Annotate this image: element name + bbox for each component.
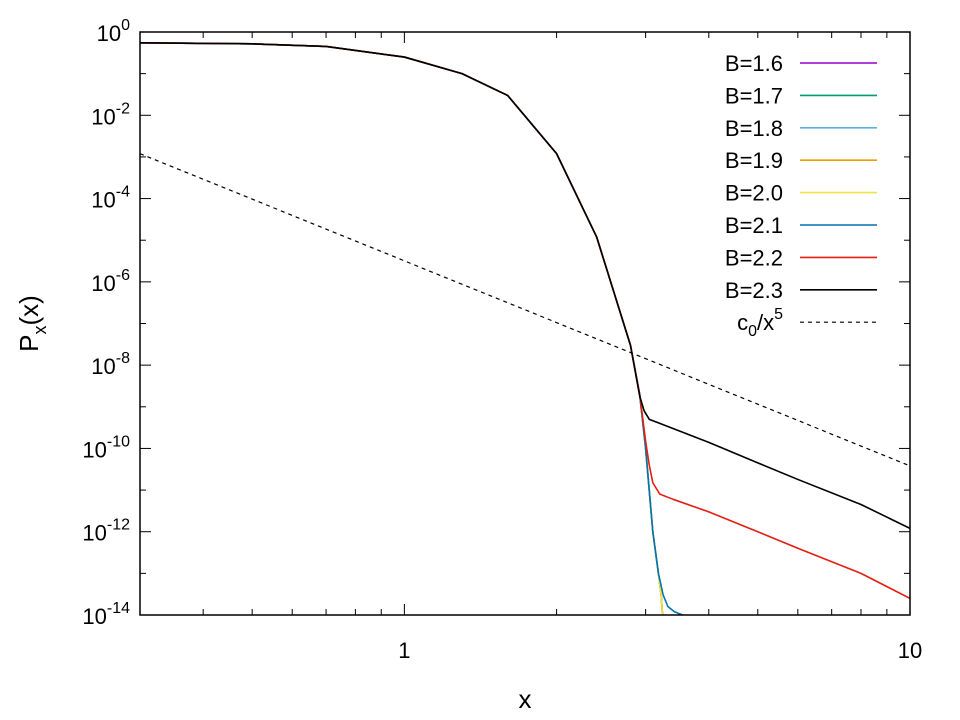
x-tick-label: 1 <box>398 638 410 663</box>
series-line-7 <box>140 42 910 530</box>
series-line-5 <box>140 42 683 615</box>
legend-entry-4: B=2.0 <box>725 181 877 206</box>
y-tick-label: 10-6 <box>91 267 130 296</box>
plot-lines <box>140 42 910 615</box>
y-axis-label-rest: (x) <box>14 295 44 325</box>
x-axis-label: x <box>519 684 532 714</box>
legend-label: B=1.8 <box>725 116 783 141</box>
y-tick-label: 10-2 <box>91 100 130 129</box>
legend-entry-6: B=2.2 <box>725 245 877 270</box>
legend: B=1.6 B=1.7 B=1.8 B=1.9 B=2.0 B=2.1 B=2.2 B=2.3… <box>725 51 877 340</box>
legend-entry-7: B=2.3 <box>725 278 877 303</box>
series-line-6 <box>140 42 910 600</box>
y-tick-label: 10-14 <box>82 600 130 629</box>
y-tick-label: 100 <box>97 17 130 46</box>
y-axis-label-sub: x <box>30 325 50 334</box>
legend-entry-0: B=1.6 <box>725 51 877 76</box>
legend-label: B=1.9 <box>725 148 783 173</box>
y-axis-ticks: 100 10-2 10-4 10-6 10-8 10-10 10-12 10-14 <box>82 17 910 629</box>
series-line-2 <box>140 42 664 615</box>
x-tick-label: 10 <box>898 638 922 663</box>
legend-entry-3: B=1.9 <box>725 148 877 173</box>
series-line-0 <box>140 42 664 615</box>
legend-label: B=1.7 <box>725 83 783 108</box>
y-tick-label: 10-4 <box>91 184 130 213</box>
series-line-1 <box>140 42 664 615</box>
legend-label: c0/x5 <box>737 306 783 340</box>
legend-label: B=2.3 <box>725 278 783 303</box>
legend-label: B=1.6 <box>725 51 783 76</box>
x-axis-ticks: 1 10 <box>139 32 922 663</box>
legend-entry-2: B=1.8 <box>725 116 877 141</box>
y-axis-label: Px(x) <box>14 295 50 352</box>
legend-label: B=2.0 <box>725 181 783 206</box>
legend-entry-1: B=1.7 <box>725 83 877 108</box>
y-tick-label: 10-12 <box>82 517 130 546</box>
y-tick-label: 10-8 <box>91 350 130 379</box>
legend-entry-8: c0/x5 <box>737 306 877 340</box>
legend-entry-5: B=2.1 <box>725 213 877 238</box>
plot-frame <box>139 31 911 616</box>
series-line-3 <box>140 42 664 615</box>
y-axis-label-main: P <box>14 334 44 351</box>
y-tick-label: 10-10 <box>82 433 130 462</box>
series-line-8 <box>140 153 910 467</box>
legend-label: B=2.1 <box>725 213 783 238</box>
legend-label: B=2.2 <box>725 245 783 270</box>
series-line-4 <box>140 42 664 615</box>
